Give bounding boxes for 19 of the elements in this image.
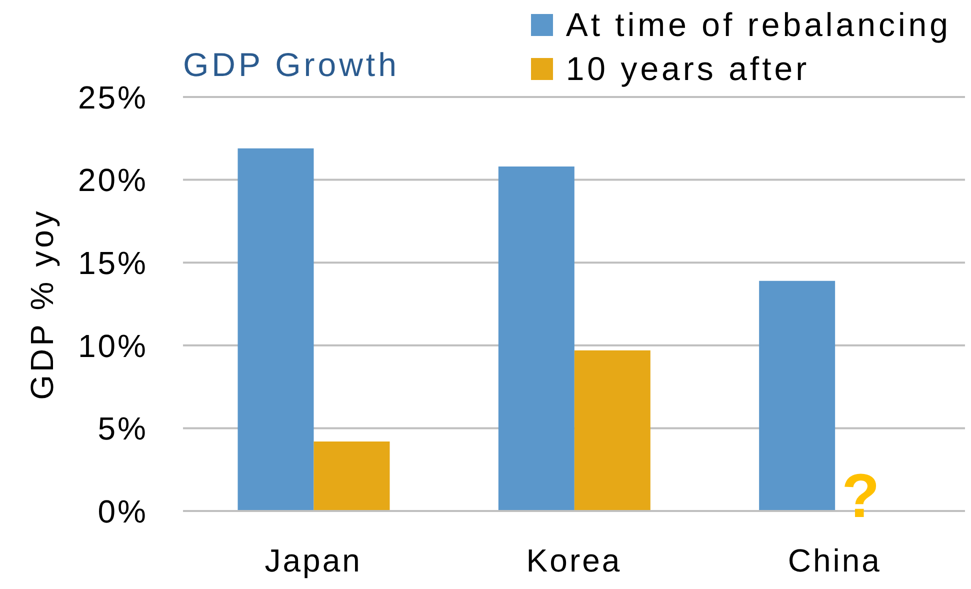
y-tick-label: 20% [78,162,148,198]
y-tick-label: 25% [78,79,148,116]
x-tick-label: Japan [264,542,362,579]
y-tick-label: 10% [78,328,148,364]
bar [759,280,836,511]
y-tick-label: 5% [98,410,148,447]
y-axis-title: GDP % yoy [24,208,60,400]
chart-title: GDP Growth [183,46,400,84]
legend-label: At time of rebalancing [566,6,951,44]
annotation: ? [842,462,880,531]
bar [498,166,574,511]
bar [574,350,650,511]
bar [314,441,390,511]
y-tick-label: 0% [98,493,148,530]
legend-label: 10 years after [566,50,810,88]
x-tick-label: Korea [526,542,622,579]
bar [238,148,314,511]
y-tick-label: 15% [78,244,148,281]
x-tick-label: China [788,542,882,579]
